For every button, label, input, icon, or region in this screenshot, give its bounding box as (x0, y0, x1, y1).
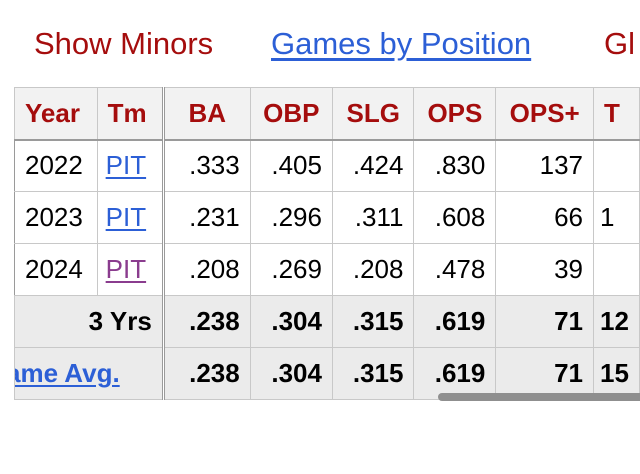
ops-cell: .830 (413, 139, 497, 192)
year-cell: 2024 (14, 243, 98, 296)
t-cell: 15 (593, 347, 640, 400)
ba-cell: .238 (162, 295, 251, 348)
header-ops-plus[interactable]: OPS+ (495, 87, 594, 141)
year-cell: 2023 (14, 191, 98, 244)
game-avg-link[interactable]: ame Avg. (14, 358, 120, 388)
team-cell: PIT (96, 243, 165, 296)
table-row: 2024 PIT .208 .269 .208 .478 39 (14, 243, 640, 296)
ba-cell: .333 (162, 139, 251, 192)
header-year[interactable]: Year (14, 87, 98, 141)
glossary-link[interactable]: Gl (604, 26, 635, 61)
horizontal-scrollbar[interactable] (438, 393, 640, 401)
batting-stats-table: Year Tm BA OBP SLG OPS OPS+ T 2022 PIT .… (14, 87, 640, 400)
slg-cell: .424 (331, 139, 415, 192)
show-minors-link[interactable]: Show Minors (34, 26, 214, 61)
header-slg[interactable]: SLG (331, 87, 415, 141)
slg-cell: .311 (331, 191, 415, 244)
ops-cell: .478 (413, 243, 497, 296)
ba-cell: .208 (162, 243, 251, 296)
year-cell: 2022 (14, 139, 98, 192)
ops-plus-cell: 39 (495, 243, 594, 296)
ops-plus-cell: 71 (495, 295, 594, 348)
games-by-position-link[interactable]: Games by Position (271, 26, 532, 61)
header-t-partial[interactable]: T (593, 87, 640, 141)
obp-cell: .304 (249, 295, 333, 348)
team-cell: PIT (96, 191, 165, 244)
obp-cell: .269 (249, 243, 333, 296)
ops-plus-cell: 66 (495, 191, 594, 244)
table-header-row: Year Tm BA OBP SLG OPS OPS+ T (14, 87, 640, 141)
slg-cell: .315 (331, 295, 415, 348)
ops-cell: .619 (413, 295, 497, 348)
game-avg-label-cell: ame Avg. (14, 347, 165, 400)
t-cell: 12 (593, 295, 640, 348)
ops-cell: .619 (413, 347, 497, 400)
slg-cell: .315 (331, 347, 415, 400)
t-cell (593, 139, 640, 192)
table-row: 2023 PIT .231 .296 .311 .608 66 1 (14, 191, 640, 244)
team-link[interactable]: PIT (105, 150, 147, 181)
game-avg-row: ame Avg. .238 .304 .315 .619 71 15 (14, 347, 640, 400)
header-team[interactable]: Tm (96, 87, 165, 141)
team-link[interactable]: PIT (105, 202, 147, 232)
totals-label: 3 Yrs (14, 295, 165, 348)
obp-cell: .405 (249, 139, 333, 192)
obp-cell: .296 (249, 191, 333, 244)
ba-cell: .238 (162, 347, 251, 400)
header-obp[interactable]: OBP (249, 87, 333, 141)
t-cell: 1 (593, 191, 640, 244)
ops-plus-cell: 71 (495, 347, 594, 400)
header-ops[interactable]: OPS (413, 87, 497, 141)
totals-row: 3 Yrs .238 .304 .315 .619 71 12 (14, 295, 640, 348)
obp-cell: .304 (249, 347, 333, 400)
table-row: 2022 PIT .333 .405 .424 .830 137 (14, 139, 640, 192)
team-cell: PIT (96, 139, 165, 192)
top-links-bar: Show Minors Games by Position Gl (0, 26, 640, 66)
ba-cell: .231 (162, 191, 251, 244)
t-cell (593, 243, 640, 296)
ops-cell: .608 (413, 191, 497, 244)
slg-cell: .208 (331, 243, 415, 296)
header-ba[interactable]: BA (162, 87, 251, 141)
ops-plus-cell: 137 (495, 139, 594, 192)
team-link[interactable]: PIT (105, 254, 147, 284)
